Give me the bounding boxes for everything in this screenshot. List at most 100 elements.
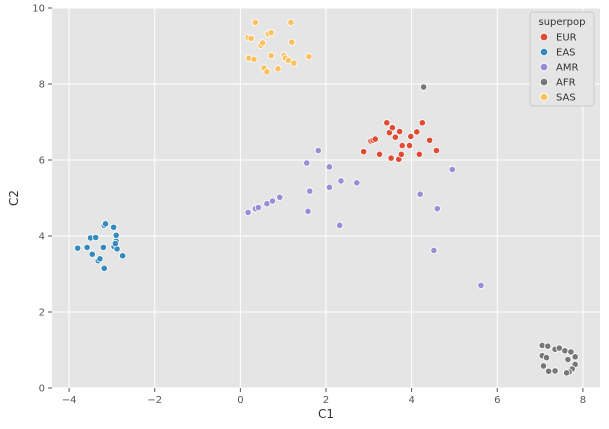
x-tick-label: −4	[62, 395, 77, 406]
legend-label: AFR	[556, 78, 576, 89]
data-point-amr	[303, 159, 311, 167]
data-point-eur	[418, 119, 426, 127]
data-point-afr	[571, 353, 579, 361]
data-point-afr	[564, 355, 572, 364]
y-tick-label: 10	[32, 4, 45, 15]
series-sas	[244, 18, 313, 76]
data-point-eas	[101, 220, 110, 228]
data-point-amr	[336, 221, 344, 229]
data-point-amr	[325, 163, 334, 171]
data-points	[74, 18, 579, 377]
data-point-eas	[92, 233, 100, 242]
legend-label: EUR	[556, 33, 577, 44]
data-point-eas	[110, 223, 118, 231]
data-point-amr	[314, 146, 322, 155]
data-point-amr	[433, 205, 441, 213]
x-tick-label: 0	[237, 395, 243, 406]
data-point-afr	[544, 342, 552, 350]
data-point-amr	[254, 203, 262, 212]
data-point-afr	[567, 348, 575, 356]
data-point-sas	[259, 39, 267, 47]
data-point-eur	[405, 141, 414, 150]
x-axis-label: C1	[318, 407, 334, 421]
legend-label: AMR	[556, 63, 578, 74]
data-point-eas	[83, 243, 91, 251]
legend-title: superpop	[539, 17, 586, 28]
data-point-eas	[99, 243, 107, 251]
y-tick-label: 8	[39, 80, 45, 91]
data-point-afr	[563, 369, 571, 377]
data-point-amr	[306, 187, 314, 195]
data-point-eas	[88, 250, 96, 258]
data-point-amr	[430, 246, 438, 255]
data-point-afr	[561, 347, 569, 355]
data-point-eur	[413, 128, 421, 136]
data-point-eur	[387, 154, 395, 162]
data-point-afr	[420, 83, 428, 91]
y-tick-label: 4	[39, 232, 45, 243]
data-point-amr	[304, 207, 312, 215]
data-point-amr	[325, 183, 334, 191]
data-point-sas	[263, 68, 271, 76]
data-point-afr	[542, 353, 551, 362]
data-point-afr	[545, 367, 553, 375]
data-point-eas	[112, 231, 120, 239]
legend-item-amr: AMR	[539, 62, 578, 74]
data-point-sas	[247, 34, 255, 43]
legend-item-sas: SAS	[539, 92, 576, 104]
x-tick-label: 2	[323, 395, 329, 406]
data-point-sas	[251, 18, 259, 27]
legend: superpop EUR EAS AMR AFR SAS	[529, 11, 595, 107]
data-point-amr	[353, 179, 361, 187]
x-tick-label: 4	[408, 395, 414, 406]
legend-marker	[539, 32, 549, 42]
legend-marker	[539, 47, 549, 57]
data-point-sas	[267, 29, 275, 37]
data-point-sas	[290, 59, 298, 67]
legend-item-afr: AFR	[539, 77, 576, 89]
series-amr	[244, 146, 485, 289]
data-point-eas	[96, 255, 104, 263]
legend-marker	[539, 77, 549, 87]
data-point-amr	[244, 208, 252, 217]
data-point-eas	[100, 264, 108, 272]
data-point-eur	[371, 135, 379, 143]
data-point-amr	[337, 177, 345, 185]
data-point-sas	[274, 65, 282, 73]
data-point-eur	[415, 150, 423, 158]
grid	[52, 7, 600, 389]
data-point-eur	[391, 133, 399, 141]
data-point-eur	[407, 132, 415, 141]
legend-marker	[539, 62, 549, 72]
x-tick-label: −2	[147, 395, 162, 406]
legend-label: SAS	[556, 93, 576, 104]
data-point-sas	[250, 55, 258, 63]
data-point-eur	[426, 136, 434, 144]
y-tick-label: 2	[39, 308, 45, 319]
data-point-sas	[305, 53, 313, 61]
data-point-sas	[287, 18, 295, 27]
data-point-eur	[375, 150, 384, 158]
data-point-eur	[396, 127, 404, 136]
data-point-eur	[388, 124, 396, 132]
legend-item-eas: EAS	[539, 47, 576, 59]
data-point-eur	[397, 150, 405, 158]
series-afr	[420, 83, 579, 377]
legend-marker	[539, 92, 549, 102]
data-point-eas	[111, 240, 119, 248]
y-axis-label: C2	[7, 190, 21, 206]
y-tick-label: 0	[39, 384, 45, 395]
data-point-eas	[119, 252, 127, 260]
axis-ticks: −4 −2 0 2 4 6 8 0 2 4 6 8 10	[32, 4, 586, 407]
x-tick-label: 8	[580, 395, 586, 406]
legend-label: EAS	[556, 48, 576, 59]
data-point-afr	[551, 367, 559, 375]
data-point-eur	[360, 148, 368, 156]
data-point-amr	[477, 281, 485, 289]
data-point-eur	[383, 119, 391, 127]
data-point-sas	[267, 51, 275, 60]
legend-item-eur: EUR	[539, 32, 577, 44]
y-tick-label: 6	[39, 156, 45, 167]
series-eur	[360, 119, 441, 163]
